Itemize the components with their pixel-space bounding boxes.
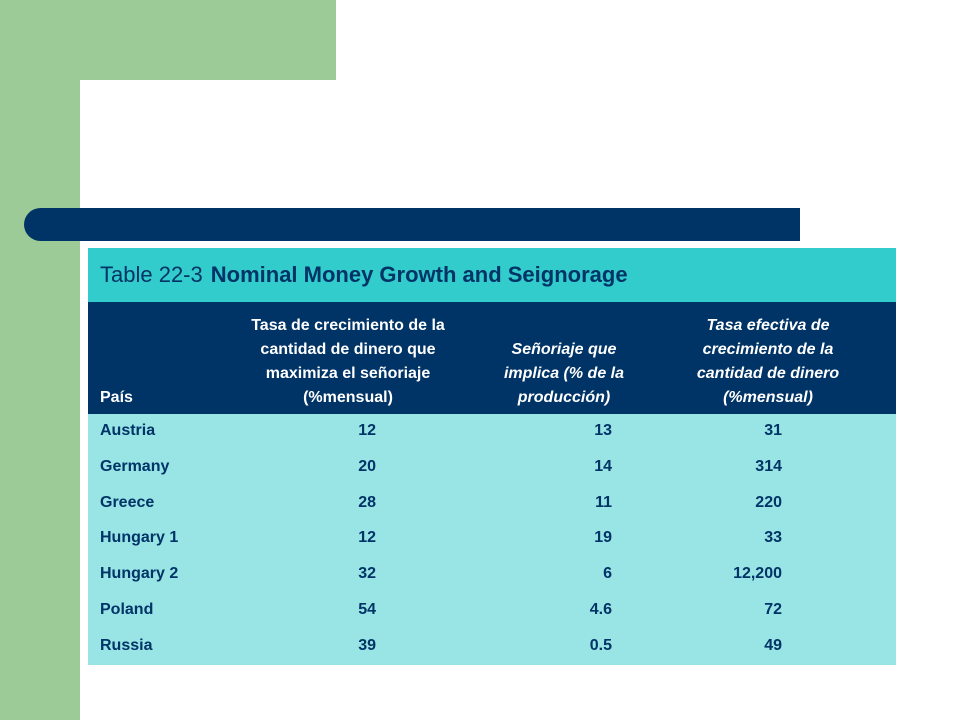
cell-actual-growth: 314	[755, 457, 782, 475]
table-title-text: Nominal Money Growth and Seignorage	[210, 262, 628, 287]
decorative-green-strip	[0, 0, 80, 720]
table-row: Russia 39 0.5 49	[88, 629, 896, 665]
cell-max-growth: 39	[358, 636, 376, 654]
cell-seignorage: 11	[595, 493, 612, 511]
table-row: Greece 28 11 220	[88, 486, 896, 522]
header-actual-growth: Tasa efectiva de crecimiento de la canti…	[696, 317, 840, 406]
table-row: Hungary 1 12 19 33	[88, 521, 896, 557]
cell-seignorage: 19	[594, 529, 612, 547]
cell-seignorage: 13	[594, 422, 612, 439]
cell-actual-growth: 49	[764, 636, 782, 654]
data-table: Table 22-3 Nominal Money Growth and Seig…	[88, 248, 896, 665]
table-row: Austria 12 13 31	[88, 414, 896, 450]
decorative-navy-bar	[24, 208, 800, 241]
header-max-growth: Tasa de crecimiento de la cantidad de di…	[251, 317, 445, 406]
cell-seignorage: 6	[603, 565, 612, 583]
header-country: País	[100, 389, 133, 406]
cell-seignorage: 0.5	[589, 636, 612, 654]
cell-country: Poland	[100, 600, 154, 618]
cell-actual-growth: 72	[764, 600, 782, 618]
table-number: Table 22-3	[100, 262, 203, 287]
cell-max-growth: 20	[358, 457, 376, 475]
cell-country: Russia	[100, 636, 153, 654]
table-row: Poland 54 4.6 72	[88, 593, 896, 629]
table-row: Hungary 2 32 6 12,200	[88, 557, 896, 593]
header-seignorage: Señoriaje que implica (% de la producció…	[503, 341, 625, 406]
table-header-row: País Tasa de crecimiento de la cantidad …	[88, 302, 896, 414]
cell-actual-growth: 220	[755, 493, 782, 511]
cell-seignorage: 14	[594, 457, 612, 475]
cell-actual-growth: 33	[764, 529, 782, 547]
decorative-green-top	[80, 0, 336, 80]
table-row: Germany 20 14 314	[88, 450, 896, 486]
cell-actual-growth: 31	[764, 422, 782, 439]
table-body: Austria 12 13 31 Germany 20 14 314 Greec…	[88, 414, 896, 665]
cell-max-growth: 12	[358, 529, 376, 547]
cell-max-growth: 32	[358, 565, 376, 583]
cell-max-growth: 54	[358, 600, 376, 618]
cell-seignorage: 4.6	[589, 600, 612, 618]
cell-actual-growth: 12,200	[733, 565, 782, 583]
cell-country: Greece	[100, 493, 155, 511]
cell-country: Hungary 2	[100, 565, 179, 583]
cell-country: Germany	[100, 457, 170, 475]
cell-max-growth: 12	[358, 422, 376, 439]
table-title: Table 22-3 Nominal Money Growth and Seig…	[88, 248, 896, 302]
cell-country: Austria	[100, 422, 156, 439]
decorative-white-corner	[80, 80, 160, 160]
cell-country: Hungary 1	[100, 529, 179, 547]
cell-max-growth: 28	[358, 493, 376, 511]
